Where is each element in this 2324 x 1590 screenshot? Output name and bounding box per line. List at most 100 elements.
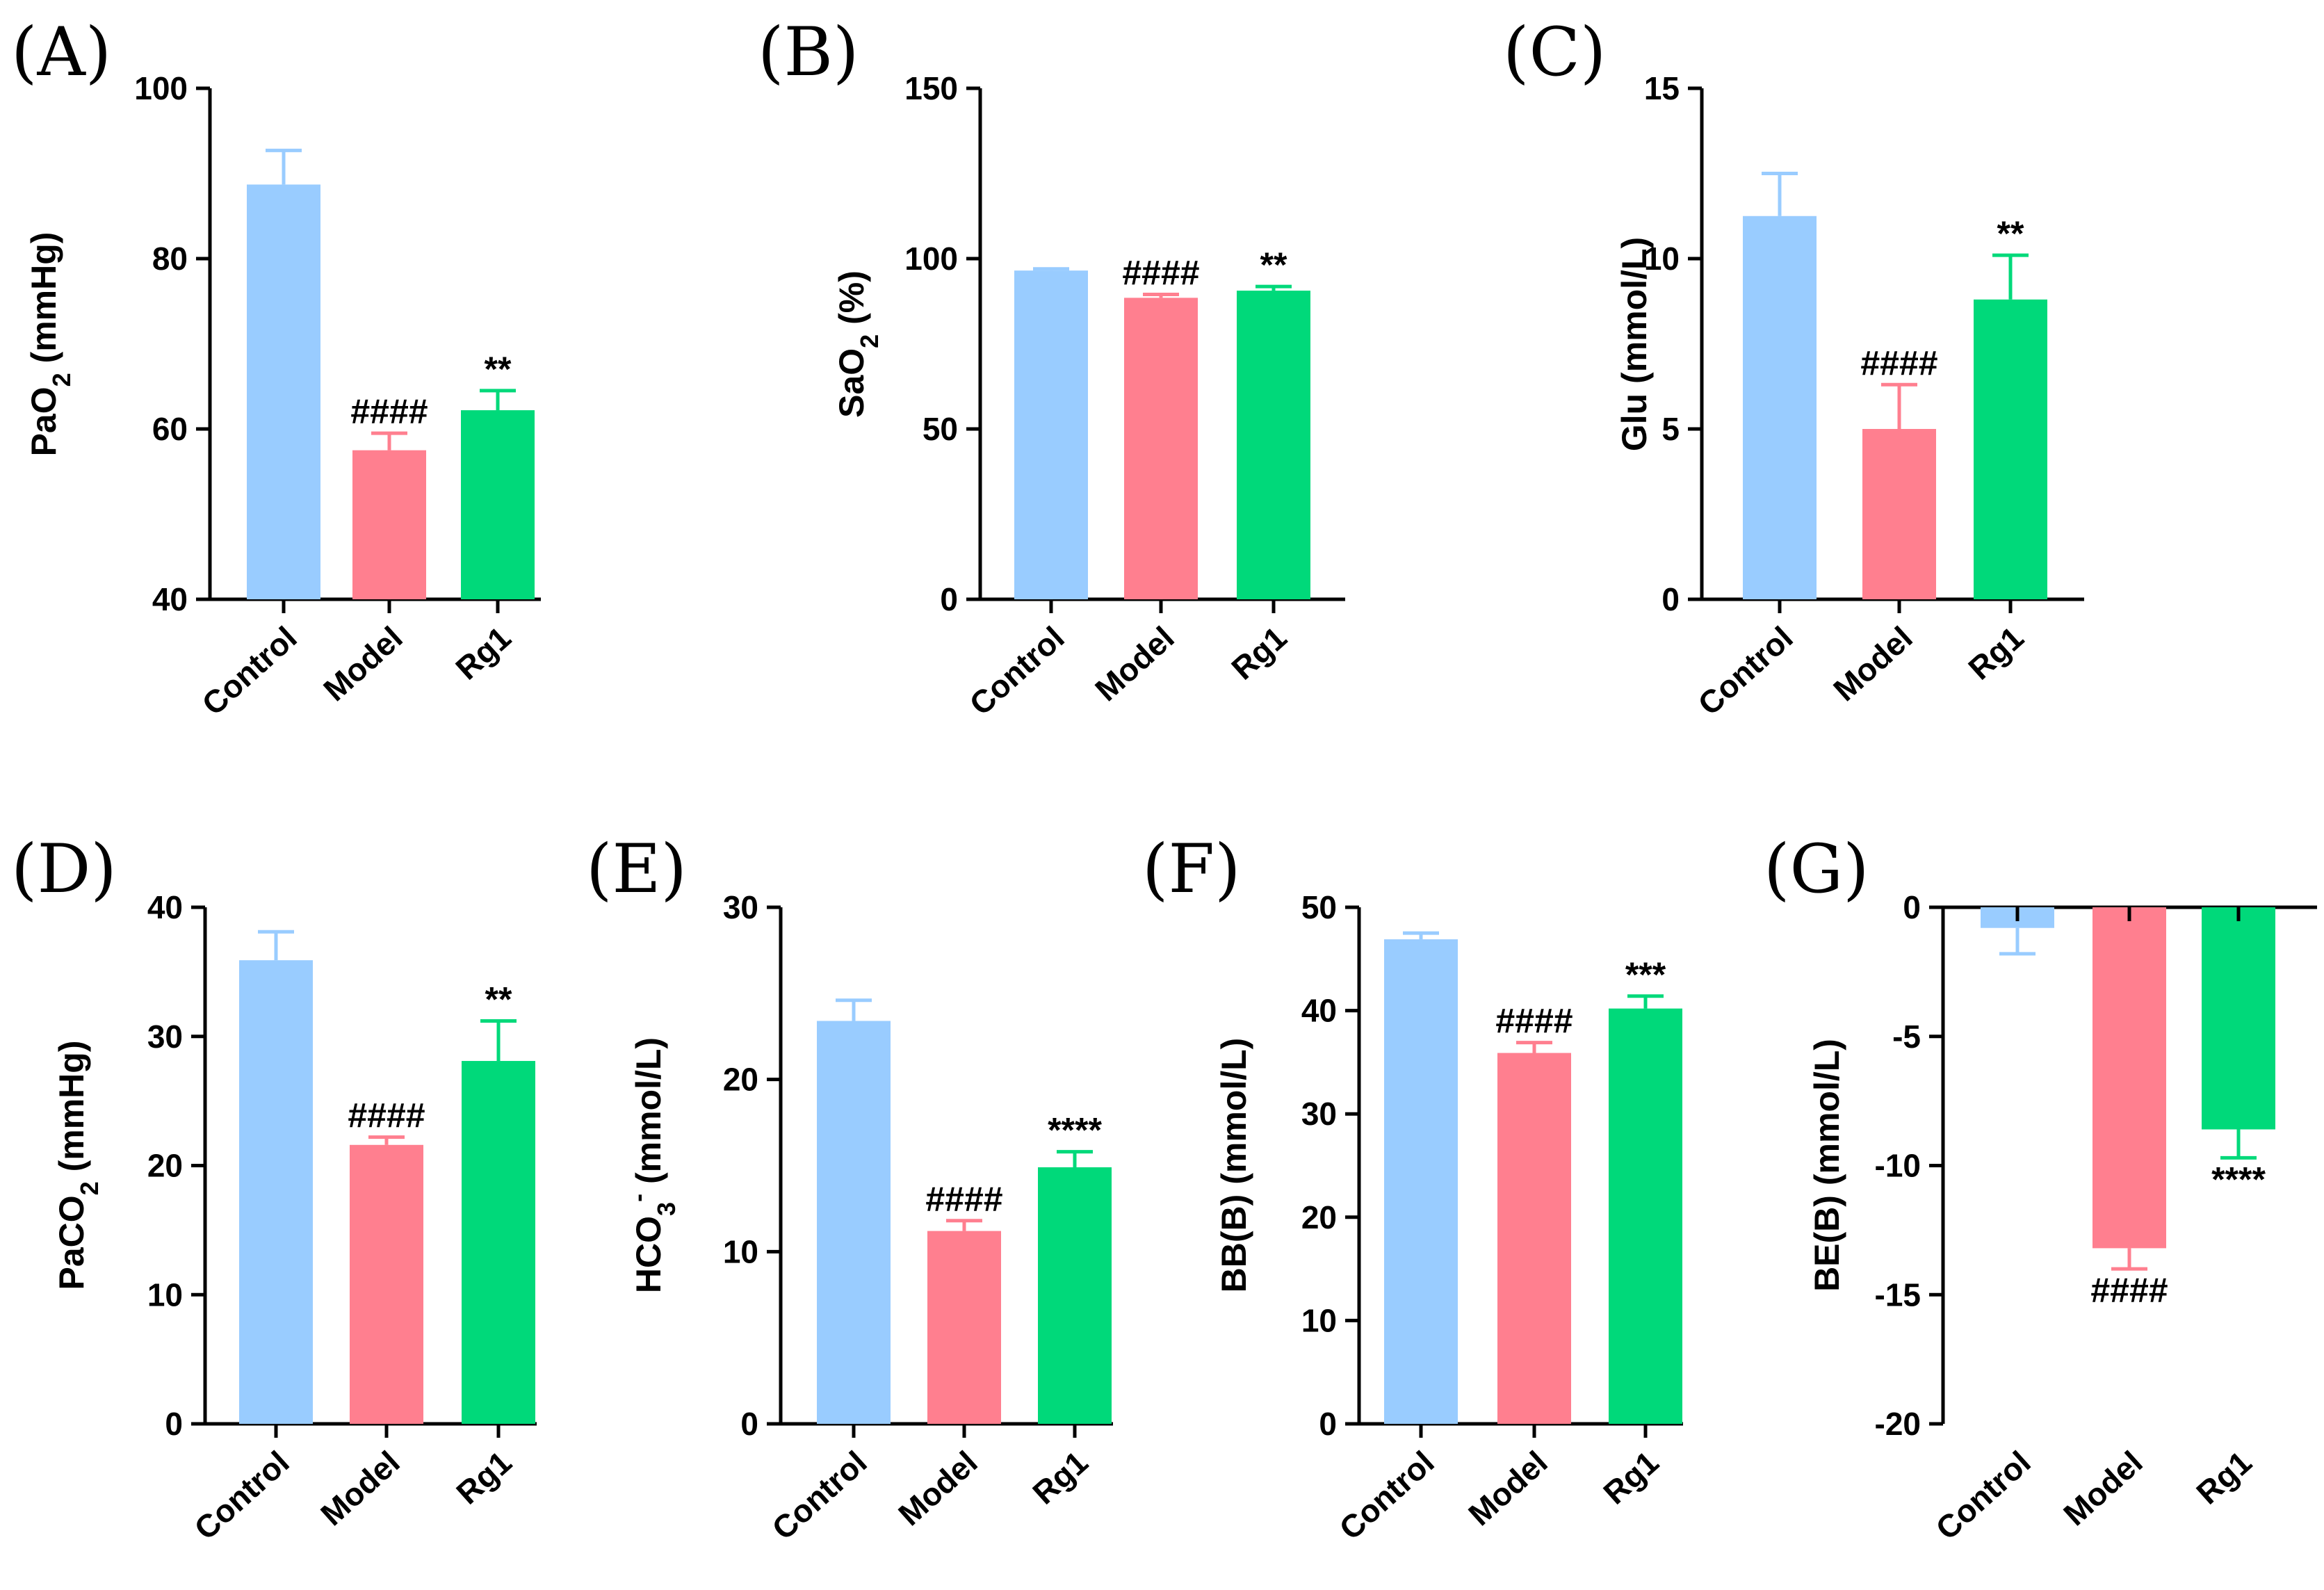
panel-c: (C) 0 5 10 15 Control #### Model ** Rg1 Glu (mmol/… [1503, 13, 2084, 722]
bar-rg1 [461, 410, 535, 599]
bar-model [1862, 429, 1936, 599]
y-tick-label: 10 [723, 1233, 758, 1269]
y-tick-label: 20 [147, 1148, 183, 1184]
panel-a: (A) 40 60 80 100 Control #### Model ** Rg1 PaO2 (m… [11, 13, 541, 722]
panel-f: (F) 0 10 20 30 40 50 Control #### Model *** Rg1 BB(B… [1142, 830, 1683, 1547]
category-label: Model [1088, 619, 1181, 708]
y-tick-label: 60 [152, 411, 188, 447]
y-tick-label: 0 [940, 581, 958, 617]
significance-label: #### [1495, 1002, 1573, 1041]
y-tick-label: 40 [152, 581, 188, 617]
bar-model [2093, 907, 2166, 1249]
category-label: Control [1332, 1444, 1440, 1547]
category-label: Model [2056, 1444, 2150, 1533]
y-tick-label: 0 [1903, 889, 1921, 925]
panel-label: (B) [758, 13, 859, 91]
bar-control [239, 960, 313, 1424]
significance-label: ** [1260, 245, 1287, 284]
significance-label: **** [2211, 1160, 2266, 1199]
y-tick-label: 0 [165, 1406, 183, 1442]
y-tick-label: -20 [1875, 1406, 1921, 1442]
y-tick-label: 20 [723, 1062, 758, 1098]
y-axis-label: BB(B) (mmol/L) [1214, 1038, 1253, 1293]
bar-control [1014, 270, 1088, 599]
panel-g: (G) -20 -15 -10 -5 0 Control #### Model **** Rg1 BE… [1764, 830, 2317, 1547]
bar-rg1 [1237, 291, 1310, 599]
panel-e: (E) 0 10 20 30 Control #### Model **** Rg1 HCO3- (… [586, 830, 1113, 1547]
y-tick-label: 30 [1301, 1096, 1337, 1132]
category-label: Rg1 [1025, 1444, 1094, 1511]
y-tick-label: 50 [923, 411, 958, 447]
category-label: Control [195, 619, 303, 722]
significance-label: #### [1860, 343, 1937, 382]
category-label: Model [1461, 1444, 1554, 1533]
y-tick-label: -5 [1892, 1019, 1921, 1055]
category-label: Rg1 [2189, 1444, 2258, 1511]
category-label: Model [316, 619, 409, 708]
bar-model [1497, 1053, 1571, 1424]
category-label: Rg1 [1224, 619, 1293, 687]
y-tick-label: 30 [147, 1019, 183, 1055]
category-label: Rg1 [448, 619, 517, 687]
bar-control [817, 1021, 891, 1424]
y-tick-label: 150 [904, 70, 958, 106]
y-axis-label: PaCO2 (mmHg) [52, 1041, 104, 1290]
significance-label: #### [2090, 1271, 2168, 1310]
bar-model [352, 450, 426, 599]
category-label: Control [1928, 1444, 2037, 1547]
panel-label: (D) [11, 830, 117, 908]
bar-control [1743, 216, 1817, 599]
category-label: Model [1826, 619, 1919, 708]
bar-model [350, 1144, 423, 1424]
y-axis-label: SaO2 (%) [832, 270, 884, 418]
significance-label: ** [485, 350, 512, 389]
y-tick-label: 0 [1661, 581, 1680, 617]
y-tick-label: 10 [1301, 1302, 1337, 1338]
category-label: Rg1 [1596, 1444, 1665, 1511]
y-tick-label: 15 [1644, 70, 1680, 106]
category-label: Control [1691, 619, 1799, 722]
significance-label: #### [1122, 253, 1199, 292]
bar-rg1 [2202, 907, 2275, 1130]
category-label: Rg1 [449, 1444, 518, 1511]
category-label: Model [314, 1444, 407, 1533]
bar-rg1 [1609, 1008, 1682, 1424]
significance-label: #### [350, 392, 428, 431]
bar-control [247, 184, 320, 599]
significance-label: #### [348, 1096, 425, 1135]
significance-label: ** [1997, 214, 2024, 253]
y-tick-label: 10 [1644, 241, 1680, 277]
y-tick-label: 0 [1319, 1406, 1337, 1442]
bar-model [1124, 298, 1198, 599]
panel-label: (F) [1142, 830, 1241, 908]
category-label: Control [962, 619, 1071, 722]
y-tick-label: -15 [1875, 1276, 1921, 1313]
y-tick-label: 20 [1301, 1199, 1337, 1235]
y-tick-label: 40 [147, 889, 183, 925]
y-tick-label: 40 [1301, 993, 1337, 1029]
bar-rg1 [462, 1061, 535, 1424]
y-axis-label: BE(B) (mmol/L) [1807, 1039, 1846, 1292]
bar-model [927, 1231, 1001, 1424]
panel-label: (G) [1764, 830, 1869, 908]
panel-label: (E) [586, 830, 687, 908]
y-axis-label: HCO3- (mmol/L) [624, 1037, 681, 1293]
y-tick-label: -10 [1875, 1148, 1921, 1184]
significance-label: **** [1048, 1111, 1102, 1150]
bar-rg1 [1038, 1167, 1112, 1424]
y-tick-label: 50 [1301, 889, 1337, 925]
y-tick-label: 100 [134, 70, 188, 106]
y-tick-label: 80 [152, 241, 188, 277]
y-tick-label: 30 [723, 889, 758, 925]
significance-label: ** [485, 980, 512, 1019]
panel-d: (D) 0 10 20 30 40 Control #### Model ** Rg1 PaCO2 (… [11, 830, 537, 1547]
y-axis-label: PaO2 (mmHg) [24, 232, 76, 457]
category-label: Control [765, 1444, 873, 1547]
y-tick-label: 10 [147, 1276, 183, 1313]
y-tick-label: 100 [904, 241, 958, 277]
panel-label: (C) [1503, 13, 1606, 91]
bar-control [1384, 939, 1458, 1424]
y-tick-label: 0 [740, 1406, 758, 1442]
category-label: Model [891, 1444, 984, 1533]
